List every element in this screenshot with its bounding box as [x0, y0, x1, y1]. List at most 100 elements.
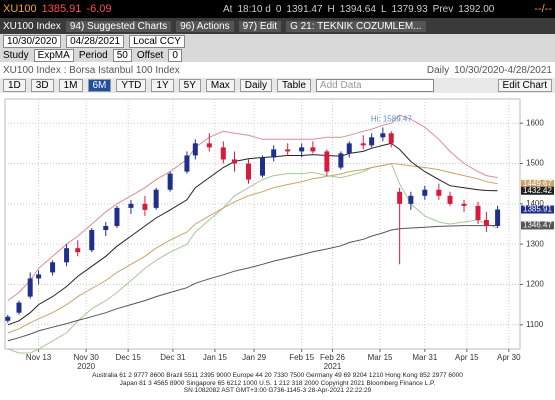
- security[interactable]: XU100 Index: [3, 20, 61, 32]
- candle-body: [153, 189, 159, 208]
- add-data[interactable]: Add Data: [315, 79, 434, 92]
- candle-body: [246, 163, 252, 180]
- end-date[interactable]: 04/28/2021: [66, 34, 125, 48]
- info-span: 10/30/2020-4/28/2021: [454, 64, 552, 76]
- candle-body: [89, 230, 95, 251]
- range-button[interactable]: 1D: [3, 79, 26, 92]
- price-tag: [521, 221, 554, 230]
- candle-body: [324, 151, 330, 172]
- range-button[interactable]: 6M: [87, 79, 112, 92]
- candle-body: [495, 209, 501, 227]
- candle-body: [397, 191, 403, 204]
- quote-bar: XU100 1385.91 -6.09 --/--: [0, 0, 555, 18]
- candle-body: [167, 173, 173, 190]
- high-annotation: Hi: 1589.47: [371, 115, 412, 124]
- page-title[interactable]: G 21: TEKNIK COZUMLEM...: [286, 20, 426, 32]
- x-tick-label: Feb 15: [289, 353, 314, 362]
- candle-body: [232, 159, 238, 164]
- chart: 1100 1200 1300 1400 1500 1600 Nov 13 Nov 30 Dec …: [4, 98, 554, 371]
- candle-body: [16, 302, 22, 313]
- candle-body: [380, 133, 386, 138]
- open: 1391.47: [286, 3, 323, 15]
- candle-body: [483, 219, 489, 227]
- offset-label: Offset: [136, 49, 164, 61]
- candle-body: [360, 143, 366, 146]
- frequency[interactable]: Daily: [239, 79, 273, 92]
- candle-body: [27, 278, 33, 297]
- candle-body: [447, 195, 453, 204]
- x-tick-label: Dec 31: [160, 353, 186, 362]
- info-bar: XU100 Index : Borsa Istanbul 100 Index D…: [0, 62, 555, 78]
- range-button[interactable]: 3D: [30, 79, 54, 92]
- offset[interactable]: 0: [168, 48, 182, 62]
- footer: Australia 61 2 9777 8600 Brazil 5511 239…: [0, 372, 555, 395]
- plot-area: [4, 98, 521, 350]
- x-tick-label: Nov 13: [26, 353, 52, 362]
- range-button[interactable]: 5Y: [178, 79, 201, 92]
- x-tick-label: Jan 15: [203, 353, 228, 362]
- candle-body: [64, 248, 70, 263]
- indicator-line: [7, 162, 498, 354]
- candle-body: [310, 147, 316, 152]
- candle-body: [50, 262, 56, 273]
- year-label: 2020: [77, 362, 95, 371]
- range-bar: 10/30/2020 04/28/2021 Local CCY: [0, 34, 555, 48]
- ticker: XU100: [3, 3, 37, 15]
- start-date[interactable]: 10/30/2020: [3, 34, 62, 48]
- indicator-line: [7, 224, 498, 342]
- price-tag-label: 1385.91: [523, 205, 552, 214]
- price-tag: [521, 179, 554, 188]
- x-tick-label: Apr 15: [455, 353, 479, 362]
- table-button[interactable]: Table: [277, 79, 311, 92]
- range-button[interactable]: 1M: [58, 79, 83, 92]
- edit-button[interactable]: 97) Edit: [238, 20, 282, 32]
- study-bar: Study ExpMA Period 50 Offset 0: [0, 48, 555, 62]
- prev: 1392.00: [458, 3, 495, 15]
- change: -6.09: [86, 3, 112, 15]
- range-button[interactable]: YTD: [116, 79, 147, 92]
- range-button[interactable]: 1Y: [151, 79, 174, 92]
- footer-line: SN 1082082 AST GMT+3:00 G736-1145-3 28-A…: [183, 387, 372, 394]
- y-tick-label: 1600: [526, 118, 544, 127]
- indicator-line: [7, 162, 498, 334]
- candle-body: [346, 143, 352, 154]
- candle-body: [114, 207, 120, 227]
- price-tag-label: 1346.47: [523, 221, 552, 230]
- candle-body: [475, 205, 481, 220]
- study-name[interactable]: ExpMA: [33, 48, 74, 62]
- at-time: 18:10 d: [237, 3, 271, 15]
- y-tick-label: 1100: [526, 320, 544, 329]
- x-tick-label: Jan 29: [242, 353, 267, 362]
- range-button[interactable]: Max: [205, 79, 235, 92]
- last-price: 1385.91: [41, 3, 82, 15]
- edit-chart[interactable]: Edit Chart: [497, 79, 552, 92]
- candle-body: [422, 189, 428, 196]
- y-tick-label: 1500: [526, 159, 544, 168]
- candle-body: [369, 137, 375, 146]
- open-label: 0: [275, 3, 282, 15]
- low: 1379.93: [391, 3, 428, 15]
- year-label: 2021: [324, 362, 342, 371]
- low-label: L: [380, 3, 387, 15]
- candle-body: [184, 155, 190, 172]
- price-tag-label: 1449.67: [523, 179, 552, 188]
- candle-body: [36, 274, 42, 279]
- candle-body: [461, 203, 467, 206]
- candle-body: [192, 143, 198, 156]
- menu-bar: XU100 Index 94) Suggested Charts 96) Act…: [0, 18, 555, 34]
- currency[interactable]: Local CCY: [129, 34, 185, 48]
- actions-button[interactable]: 96) Actions: [176, 20, 234, 32]
- candle-body: [206, 143, 212, 148]
- period[interactable]: 50: [112, 48, 132, 62]
- price-tag-label: 1432.42: [523, 186, 552, 195]
- quote-details: At 18:10 d 0 1391.47 H 1394.64 L 1379.93…: [220, 0, 555, 18]
- candle-body: [388, 133, 394, 144]
- candle-body: [75, 248, 81, 253]
- high: 1394.64: [339, 3, 376, 15]
- suggested-button[interactable]: 94) Suggested Charts: [65, 20, 172, 32]
- candle-body: [128, 203, 134, 208]
- candle-body: [285, 149, 291, 152]
- candle-body: [338, 153, 344, 168]
- indicator-line: [7, 114, 498, 302]
